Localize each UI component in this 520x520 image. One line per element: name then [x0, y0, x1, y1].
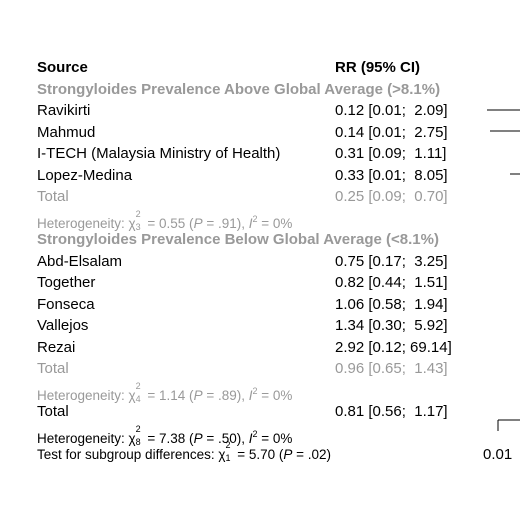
- text-segment: Heterogeneity: χ: [37, 387, 136, 403]
- subscript: 8: [135, 436, 141, 447]
- text-segment: Heterogeneity: χ: [37, 430, 136, 446]
- risk-ratio: 2.92 [0.12; 69.14]: [335, 338, 452, 356]
- study-name: Lopez-Medina: [37, 166, 133, 184]
- subscript: 1: [225, 453, 231, 463]
- text-segment: 2: [252, 428, 258, 439]
- axis-label: 0.01: [483, 446, 513, 463]
- text-segment: P: [193, 387, 203, 403]
- study-name: Total: [37, 403, 69, 420]
- text-segment: = .91),: [202, 215, 249, 231]
- text-segment: = 7.38 (: [143, 430, 194, 446]
- group-title: Strongyloides Prevalence Above Global Av…: [37, 80, 441, 98]
- text-segment: = 0%: [257, 215, 293, 231]
- risk-ratio: 0.31 [0.09; 1.11]: [335, 145, 447, 162]
- study-name: Total: [37, 360, 69, 377]
- text-segment: P: [193, 215, 203, 231]
- risk-ratio: 0.12 [0.01; 2.09]: [335, 102, 448, 119]
- superscript: 2: [135, 208, 141, 219]
- study-name: Mahmud: [37, 123, 96, 141]
- text-segment: = 0%: [257, 387, 293, 403]
- text-segment: P: [283, 447, 293, 462]
- study-name: Total: [37, 188, 69, 205]
- study-name: Fonseca: [37, 295, 95, 313]
- text-segment: = .02): [292, 447, 332, 462]
- text-segment: I: [248, 430, 253, 446]
- text-segment: = 0%: [257, 430, 293, 446]
- header-source: Source: [37, 59, 88, 76]
- superscript: 2: [135, 423, 141, 434]
- text-segment: = 1.14 (: [143, 387, 194, 403]
- text-segment: = .50),: [202, 430, 249, 446]
- text-segment: I: [248, 387, 253, 403]
- risk-ratio: 0.25 [0.09; 0.70]: [335, 188, 448, 205]
- text-segment: P: [193, 430, 203, 446]
- text-segment: = 5.70 (: [233, 447, 284, 462]
- text-segment: 2: [252, 213, 258, 224]
- study-name: Abd-Elsalam: [37, 252, 123, 270]
- risk-ratio: 0.14 [0.01; 2.75]: [335, 123, 448, 141]
- text-segment: I: [248, 215, 253, 231]
- study-name: Together: [37, 274, 96, 291]
- study-name: I-TECH (Malaysia Ministry of Health): [37, 145, 281, 162]
- risk-ratio: 1.34 [0.30; 5.92]: [335, 317, 448, 334]
- text-segment: 2: [252, 385, 258, 396]
- text-segment: Test for subgroup differences: χ: [37, 447, 226, 462]
- study-name: Vallejos: [37, 317, 89, 334]
- text-segment: Heterogeneity: χ: [37, 215, 136, 231]
- study-name: Rezai: [37, 338, 76, 356]
- risk-ratio: 0.75 [0.17; 3.25]: [335, 252, 448, 270]
- superscript: 2: [135, 380, 141, 391]
- text-segment: = .89),: [202, 387, 249, 403]
- text-segment: = 0.55 (: [143, 215, 194, 231]
- header-rr: RR (95% CI): [335, 59, 421, 76]
- study-name: Ravikirti: [37, 102, 91, 119]
- risk-ratio: 0.81 [0.56; 1.17]: [335, 403, 448, 420]
- risk-ratio: 0.33 [0.01; 8.05]: [335, 166, 448, 184]
- group-title: Strongyloides Prevalence Below Global Av…: [37, 231, 439, 248]
- risk-ratio: 0.82 [0.44; 1.51]: [335, 274, 448, 291]
- risk-ratio: 0.96 [0.65; 1.43]: [335, 360, 448, 377]
- subscript: 3: [135, 221, 141, 232]
- risk-ratio: 1.06 [0.58; 1.94]: [335, 295, 448, 313]
- superscript: 2: [225, 440, 231, 450]
- subscript: 4: [135, 393, 141, 404]
